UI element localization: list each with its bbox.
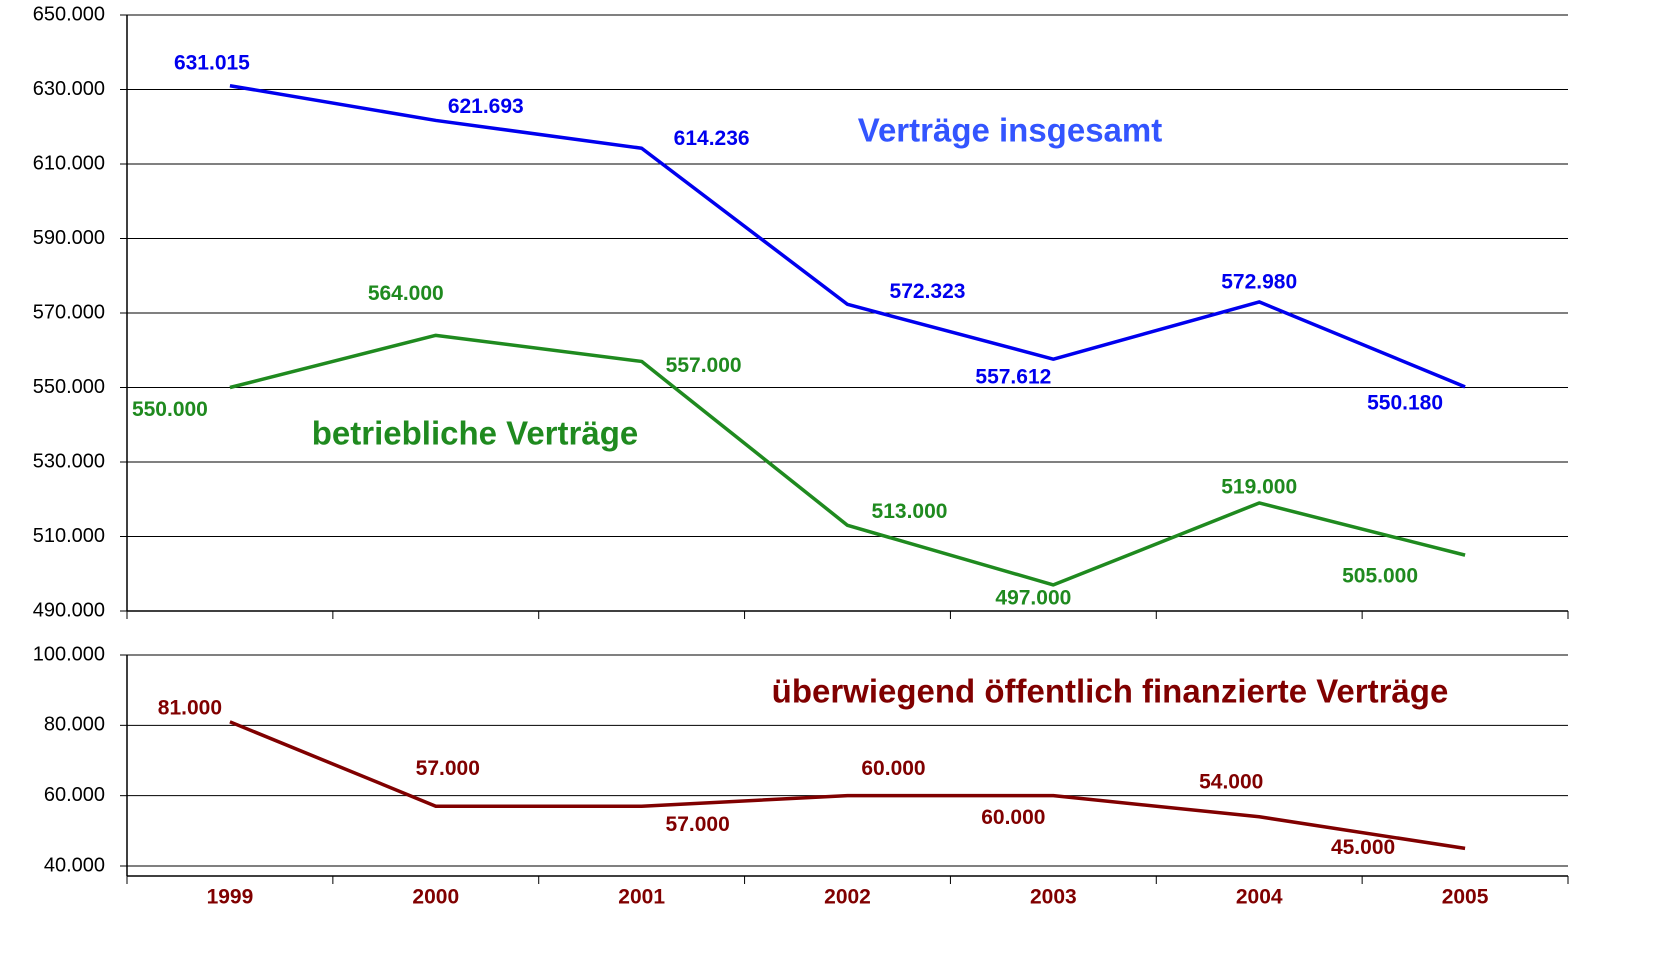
series-label: überwiegend öffentlich finanzierte Vertr…: [772, 673, 1449, 710]
value-label: 45.000: [1331, 836, 1395, 859]
x-tick-label: 2005: [1442, 886, 1489, 909]
value-label: 497.000: [995, 586, 1071, 609]
value-label: 557.612: [975, 366, 1051, 389]
y-tick-label: 490.000: [33, 599, 105, 621]
value-label: 614.236: [674, 127, 750, 150]
value-label: 57.000: [666, 813, 730, 836]
y-tick-label: 570.000: [33, 301, 105, 323]
value-label: 550.000: [132, 398, 208, 421]
value-label: 621.693: [448, 95, 524, 118]
value-label: 505.000: [1342, 565, 1418, 588]
y-tick-label: 80.000: [44, 714, 105, 736]
value-label: 60.000: [981, 806, 1045, 829]
y-tick-label: 650.000: [33, 3, 105, 25]
value-label: 519.000: [1221, 476, 1297, 499]
y-tick-label: 610.000: [33, 152, 105, 174]
x-tick-label: 2002: [824, 886, 871, 909]
y-tick-label: 550.000: [33, 376, 105, 398]
value-label: 572.323: [890, 280, 966, 303]
value-label: 550.180: [1367, 391, 1443, 414]
y-tick-label: 530.000: [33, 450, 105, 472]
series-line: [229, 83, 1466, 389]
y-tick-label: 510.000: [33, 525, 105, 547]
series-label: Verträge insgesamt: [858, 112, 1162, 149]
value-label: 57.000: [416, 757, 480, 780]
y-tick-label: 590.000: [33, 227, 105, 249]
value-label: 572.980: [1221, 270, 1297, 293]
series-line: [229, 720, 1466, 851]
x-tick-label: 2003: [1030, 886, 1077, 909]
value-label: 631.015: [174, 51, 250, 74]
series-line: [229, 333, 1466, 587]
x-tick-label: 1999: [207, 886, 254, 909]
series-label: betriebliche Verträge: [312, 415, 638, 452]
value-label: 513.000: [872, 500, 948, 523]
y-tick-label: 60.000: [44, 784, 105, 806]
value-label: 60.000: [861, 757, 925, 780]
value-label: 557.000: [666, 354, 742, 377]
x-tick-label: 2004: [1236, 886, 1283, 909]
x-tick-label: 2000: [412, 886, 459, 909]
y-tick-label: 100.000: [33, 643, 105, 665]
value-label: 81.000: [158, 696, 222, 719]
value-label: 54.000: [1199, 770, 1263, 793]
y-tick-label: 630.000: [33, 78, 105, 100]
y-tick-label: 40.000: [44, 854, 105, 876]
value-label: 564.000: [368, 282, 444, 305]
x-tick-label: 2001: [618, 886, 665, 909]
